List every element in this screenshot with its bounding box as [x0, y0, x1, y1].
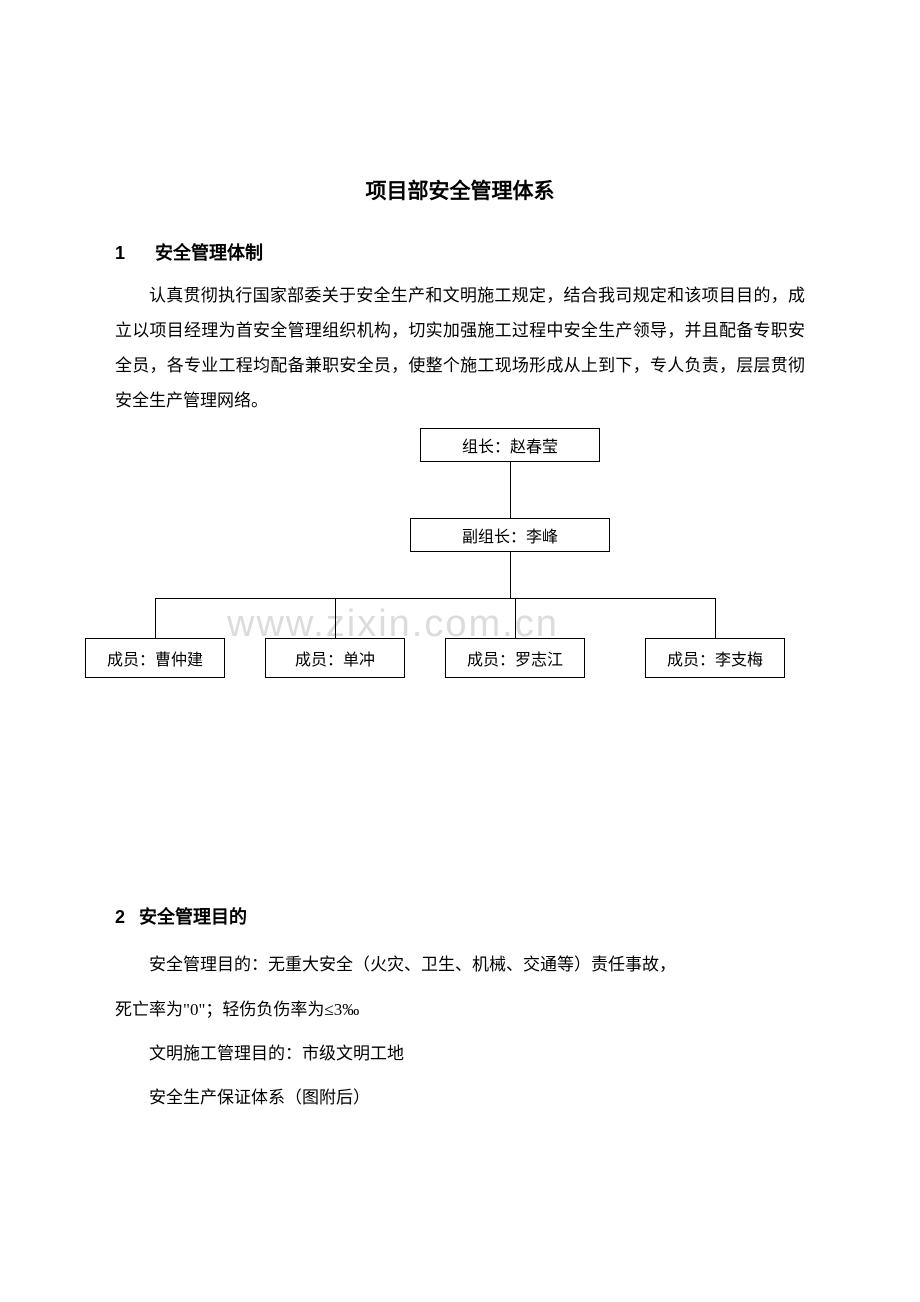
org-member-box-1: 成员：单冲 — [265, 638, 405, 678]
section1-heading: 1 安全管理体制 — [115, 239, 805, 265]
org-member-label-0: 成员：曹仲建 — [107, 646, 203, 670]
connector-drop-2 — [515, 598, 516, 638]
connector-v2 — [510, 552, 511, 598]
connector-drop-0 — [155, 598, 156, 638]
org-chart: www.zixin.com.cn 组长：赵春莹 副组长：李峰 成员：曹仲建 成员… — [115, 428, 805, 718]
org-member-label-2: 成员：罗志江 — [467, 646, 563, 670]
org-member-box-3: 成员：李支梅 — [645, 638, 785, 678]
connector-v1 — [510, 462, 511, 518]
org-leader-label: 组长：赵春莹 — [462, 433, 558, 457]
page-title: 项目部安全管理体系 — [115, 175, 805, 205]
document-page: 项目部安全管理体系 1 安全管理体制 认真贯彻执行国家部委关于安全生产和文明施工规… — [0, 0, 920, 1120]
section2: 2安全管理目的 安全管理目的：无重大安全（火灾、卫生、机械、交通等）责任事故， … — [115, 903, 805, 1120]
connector-drop-1 — [335, 598, 336, 638]
section2-para3: 安全生产保证体系（图附后） — [115, 1076, 805, 1120]
org-member-label-3: 成员：李支梅 — [667, 646, 763, 670]
section2-number: 2 — [115, 907, 125, 927]
section2-heading: 2 安全管理目的 — [115, 903, 805, 929]
connector-drop-3 — [715, 598, 716, 638]
org-member-box-2: 成员：罗志江 — [445, 638, 585, 678]
org-member-label-1: 成员：单冲 — [295, 646, 375, 670]
section1-number: 1 — [115, 243, 125, 264]
section1-heading-text: 安全管理体制 — [155, 243, 263, 263]
section2-heading-text: 安全管理目的 — [139, 907, 247, 927]
org-deputy-box: 副组长：李峰 — [410, 518, 610, 552]
section1-paragraph: 认真贯彻执行国家部委关于安全生产和文明施工规定，结合我司规定和该项目目的，成立以… — [115, 279, 805, 418]
connector-h-bus — [155, 598, 715, 599]
org-member-box-0: 成员：曹仲建 — [85, 638, 225, 678]
section2-para1-line1: 安全管理目的：无重大安全（火灾、卫生、机械、交通等）责任事故， — [115, 943, 805, 987]
section2-para1-line2: 死亡率为"0"；轻伤负伤率为≤3‰ — [115, 988, 805, 1032]
org-deputy-label: 副组长：李峰 — [462, 523, 558, 547]
section2-para2: 文明施工管理目的：市级文明工地 — [115, 1032, 805, 1076]
org-leader-box: 组长：赵春莹 — [420, 428, 600, 462]
